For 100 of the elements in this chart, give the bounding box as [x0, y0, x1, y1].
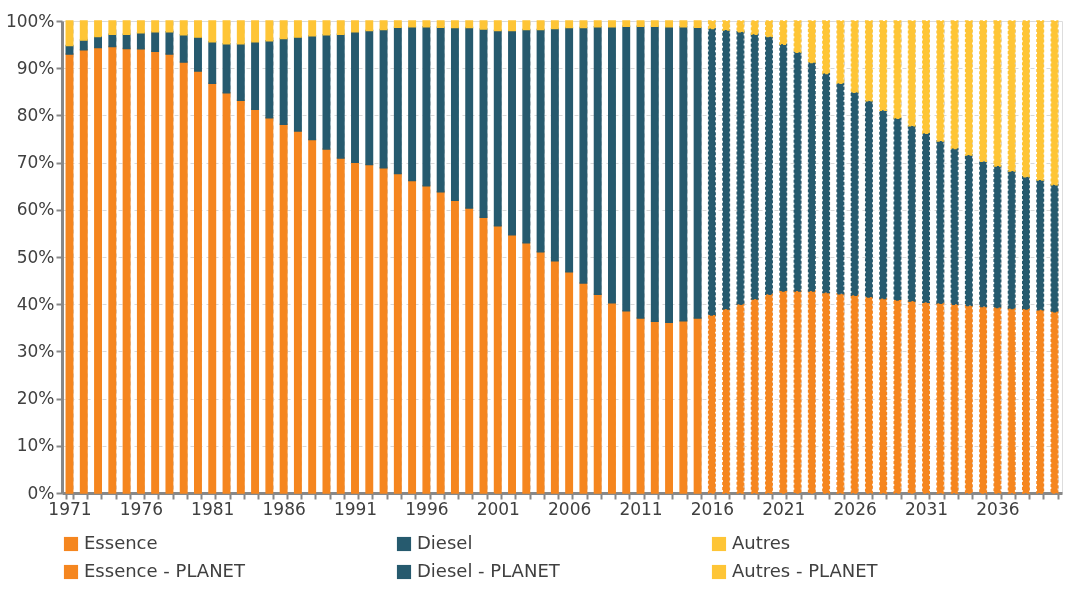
bar: [408, 25, 417, 182]
bar: [308, 20, 317, 37]
bar: [151, 20, 160, 33]
bar: [493, 225, 502, 494]
bar: [950, 147, 959, 305]
bar: [779, 290, 788, 494]
bar: [365, 29, 374, 166]
bar: [936, 20, 945, 142]
bar: [565, 26, 574, 273]
bar: [579, 26, 588, 284]
bar: [265, 40, 274, 119]
bar: [964, 154, 973, 307]
bar: [179, 61, 188, 494]
legend-label: Diesel: [417, 532, 473, 553]
bar: [179, 33, 188, 63]
bar: [536, 20, 545, 31]
bar: [208, 82, 217, 494]
bar: [194, 36, 202, 72]
bar: [979, 160, 988, 308]
bar: [236, 99, 245, 494]
y-tick-label: 20%: [16, 388, 55, 409]
y-tick-label: 100%: [5, 10, 55, 31]
bar: [365, 163, 374, 494]
bar: [850, 294, 859, 494]
bar: [94, 35, 103, 49]
bar: [94, 46, 103, 494]
bar: [65, 20, 74, 47]
bar: [536, 251, 545, 494]
bar: [579, 282, 588, 494]
bar: [593, 293, 602, 494]
bar: [450, 199, 459, 494]
bar: [907, 125, 916, 302]
y-tick-label: 10%: [16, 435, 55, 456]
bar: [236, 42, 245, 102]
bar: [950, 303, 959, 494]
bar: [279, 37, 288, 126]
bar: [194, 20, 202, 38]
bar: [636, 25, 645, 319]
bar: [765, 35, 773, 296]
bar: [964, 20, 973, 156]
bar: [707, 20, 716, 30]
bar: [308, 138, 317, 494]
bar: [151, 31, 160, 52]
bar: [693, 20, 702, 28]
bar: [736, 303, 745, 494]
bar: [293, 20, 302, 38]
bar: [836, 20, 845, 85]
y-tick-label: 70%: [16, 152, 55, 173]
bar: [836, 82, 845, 295]
bar: [151, 50, 160, 494]
bar: [722, 308, 731, 494]
bar: [807, 290, 816, 494]
y-tick-label: 40%: [16, 293, 55, 314]
bar: [793, 290, 802, 494]
bar: [208, 41, 217, 85]
bar: [1050, 20, 1059, 186]
bar: [822, 20, 831, 75]
y-tick-label: 50%: [16, 246, 55, 267]
bar: [1007, 20, 1016, 172]
bar: [65, 53, 74, 494]
bar: [993, 165, 1002, 309]
bar: [679, 25, 688, 322]
bar: [351, 20, 359, 33]
bar: [493, 20, 502, 32]
x-tick-label: 2036: [976, 498, 1020, 519]
bar: [922, 20, 930, 135]
bar: [279, 20, 288, 40]
bar: [436, 20, 445, 28]
bar: [765, 293, 773, 494]
x-tick-label: 2011: [619, 498, 663, 519]
bar: [422, 20, 431, 28]
bar: [508, 29, 516, 236]
bar: [379, 20, 388, 31]
bar: [693, 26, 702, 319]
bar: [108, 33, 117, 48]
bar: [936, 302, 945, 494]
bar: [807, 20, 816, 64]
bar: [636, 20, 645, 27]
bar: [450, 26, 459, 202]
bar: [450, 20, 459, 29]
legend-label: Essence - PLANET: [84, 560, 246, 581]
bar: [251, 41, 260, 111]
bar: [622, 25, 631, 312]
bar: [479, 216, 488, 494]
bar: [608, 20, 616, 28]
bar: [993, 306, 1002, 494]
bar: [379, 167, 388, 494]
bar: [822, 72, 831, 294]
bar: [979, 305, 988, 494]
legend-label: Diesel - PLANET: [417, 560, 561, 581]
bar: [251, 20, 260, 43]
bar: [750, 20, 759, 35]
bar: [308, 34, 317, 141]
bar: [950, 20, 959, 150]
bar: [408, 179, 417, 494]
bar: [1007, 307, 1016, 494]
x-tick-label: 2016: [690, 498, 735, 519]
legend-label: Autres - PLANET: [732, 560, 879, 581]
x-tick-label: 1981: [191, 498, 235, 519]
bar: [222, 42, 231, 94]
